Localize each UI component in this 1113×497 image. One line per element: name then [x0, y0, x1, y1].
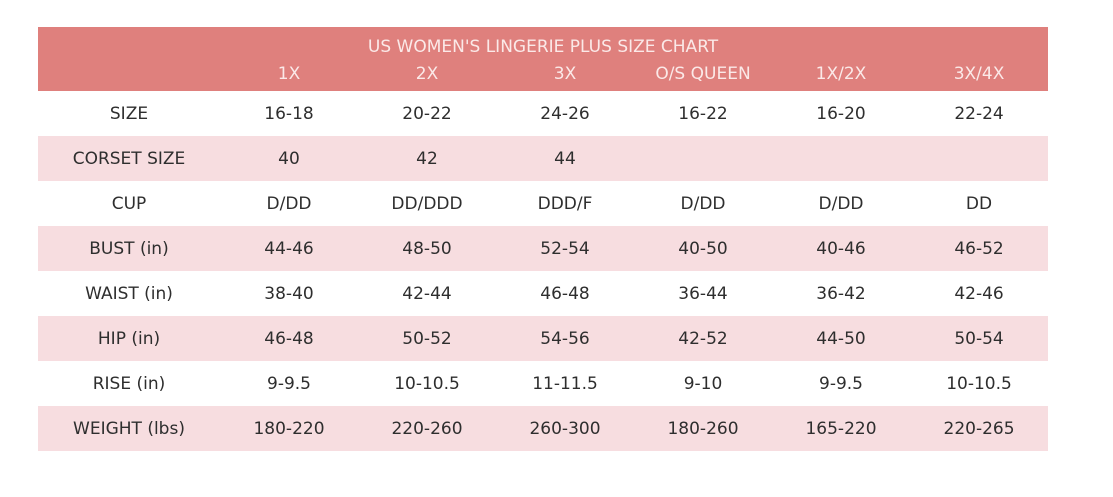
- table-cell: 165-220: [772, 406, 910, 451]
- table-cell: DDD/F: [537, 193, 593, 214]
- table-cell: 220-260: [358, 406, 496, 451]
- table-cell: 11-11.5: [532, 373, 598, 394]
- table-cell: 44-50: [772, 316, 910, 361]
- column-header: 1X: [220, 57, 358, 91]
- table-cell: 42-52: [634, 316, 772, 361]
- table-cell: 44-46: [220, 226, 358, 271]
- row-label: CORSET SIZE: [38, 136, 220, 181]
- table-cell: 46-52: [910, 226, 1049, 271]
- table-cell: 16-20: [816, 103, 866, 124]
- row-label: BUST (in): [38, 226, 220, 271]
- table-cell: 40: [220, 136, 358, 181]
- chart-title: US WOMEN'S LINGERIE PLUS SIZE CHART: [38, 27, 1049, 57]
- table-cell: 52-54: [496, 226, 634, 271]
- table-row: CORSET SIZE 40 42 44: [38, 136, 1049, 181]
- table-cell: 260-300: [496, 406, 634, 451]
- table-cell: D/DD: [818, 193, 864, 214]
- table-cell: 10-10.5: [394, 373, 460, 394]
- table-cell: 10-10.5: [946, 373, 1012, 394]
- table-cell: 44: [496, 136, 634, 181]
- table-cell: 220-265: [910, 406, 1049, 451]
- table-cell: 180-220: [220, 406, 358, 451]
- table-cell: 38-40: [264, 283, 314, 304]
- column-header: O/S QUEEN: [634, 57, 772, 91]
- row-label: SIZE: [109, 103, 149, 124]
- table-cell: DD: [965, 193, 993, 214]
- row-label: WEIGHT (lbs): [38, 406, 220, 451]
- column-header: 1X/2X: [772, 57, 910, 91]
- table-cell: 46-48: [220, 316, 358, 361]
- table-row: WAIST (in) 38-40 42-44 46-48 36-44 36-42 42-46: [38, 271, 1048, 316]
- table-cell: 36-44: [678, 283, 728, 304]
- table-cell: 9-10: [683, 373, 723, 394]
- table-cell: 24-26: [540, 103, 590, 124]
- table-cell: 22-24: [954, 103, 1004, 124]
- table-cell: 42: [358, 136, 496, 181]
- table-cell: 36-42: [816, 283, 866, 304]
- table-cell: [910, 136, 1049, 181]
- table-cell: [772, 136, 910, 181]
- table-row: SIZE 16-18 20-22 24-26 16-22 16-20 22-24: [38, 91, 1048, 136]
- column-header-empty: [38, 57, 220, 91]
- size-chart-table: US WOMEN'S LINGERIE PLUS SIZE CHART 1X 2X…: [38, 27, 1049, 451]
- table-cell: 46-48: [540, 283, 590, 304]
- table-row: RISE (in) 9-9.5 10-10.5 11-11.5 9-10 9-9.5 10-…: [38, 361, 1048, 406]
- table-row: WEIGHT (lbs) 180-220 220-260 260-300 180-260…: [38, 406, 1049, 451]
- table-row: HIP (in) 46-48 50-52 54-56 42-52 44-50 50-54: [38, 316, 1049, 361]
- table-cell: 9-9.5: [267, 373, 311, 394]
- table-cell: 48-50: [358, 226, 496, 271]
- row-label: WAIST (in): [85, 283, 173, 304]
- row-label: CUP: [111, 193, 147, 214]
- table-cell: [634, 136, 772, 181]
- table-row: CUP D/DD DD/DDD DDD/F D/DD D/DD DD: [38, 181, 1048, 226]
- column-header: 3X: [496, 57, 634, 91]
- row-label: RISE (in): [92, 373, 166, 394]
- table-cell: DD/DDD: [391, 193, 463, 214]
- table-cell: 50-52: [358, 316, 496, 361]
- table-cell: 50-54: [910, 316, 1049, 361]
- row-label: HIP (in): [38, 316, 220, 361]
- table-cell: 54-56: [496, 316, 634, 361]
- column-header: 2X: [358, 57, 496, 91]
- column-header: 3X/4X: [910, 57, 1049, 91]
- table-cell: 20-22: [402, 103, 452, 124]
- table-cell: 16-22: [678, 103, 728, 124]
- table-cell: 42-44: [402, 283, 452, 304]
- table-cell: D/DD: [680, 193, 726, 214]
- table-cell: 40-50: [634, 226, 772, 271]
- column-header-row: 1X 2X 3X O/S QUEEN 1X/2X 3X/4X: [38, 57, 1049, 91]
- table-row: BUST (in) 44-46 48-50 52-54 40-50 40-46 46-52: [38, 226, 1049, 271]
- table-cell: 42-46: [954, 283, 1004, 304]
- table-cell: 180-260: [634, 406, 772, 451]
- table-cell: 16-18: [264, 103, 314, 124]
- table-cell: D/DD: [266, 193, 312, 214]
- table-cell: 9-9.5: [819, 373, 863, 394]
- table-cell: 40-46: [772, 226, 910, 271]
